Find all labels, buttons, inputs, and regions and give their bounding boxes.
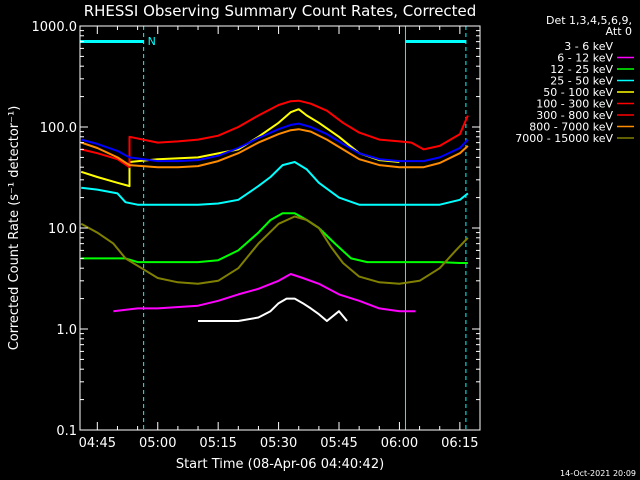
series-line-7 xyxy=(80,128,469,169)
legend-label: 25 - 50 keV xyxy=(550,75,613,88)
series-line-4 xyxy=(80,108,400,188)
chart-title: RHESSI Observing Summary Count Rates, Co… xyxy=(84,2,477,20)
series-line-5 xyxy=(80,99,469,169)
y-tick-label: 1.0 xyxy=(56,323,77,338)
y-axis: 0.1 1.0 10.0 100.0 1000.0 xyxy=(32,20,480,439)
legend-label: 7000 - 15000 keV xyxy=(515,132,613,145)
legend-label: 50 - 100 keV xyxy=(543,86,613,99)
x-tick-label: 05:00 xyxy=(139,436,176,451)
y-axis-title: Corrected Count Rate (s⁻¹ detector⁻¹) xyxy=(7,106,22,351)
y-tick-label: 1000.0 xyxy=(32,20,78,35)
series-line-3 xyxy=(81,161,469,206)
footer-stamp: 14-Oct-2021 20:09 xyxy=(560,469,636,478)
x-tick-label: 05:45 xyxy=(320,436,357,451)
legend-label: 300 - 800 keV xyxy=(536,109,613,122)
series-layer xyxy=(80,99,469,322)
legend-label: 6 - 12 keV xyxy=(557,52,613,65)
plot-area: N xyxy=(79,26,469,430)
x-tick-label: 04:45 xyxy=(79,436,116,451)
series-line-0 xyxy=(198,297,348,322)
x-axis-title: Start Time (08-Apr-06 04:40:42) xyxy=(176,457,384,472)
legend-header-line: Det 1,3,4,5,6,9, xyxy=(546,14,632,27)
series-line-2 xyxy=(81,212,468,264)
legend-label: 12 - 25 keV xyxy=(550,63,613,76)
y-tick-label: 100.0 xyxy=(40,121,77,136)
x-tick-label: 06:00 xyxy=(381,436,418,451)
legend-header-line: Att 0 xyxy=(606,25,632,38)
series-line-1 xyxy=(113,273,416,313)
night-bar xyxy=(405,40,466,43)
night-bar-label: N xyxy=(148,35,156,48)
legend-label: 100 - 300 keV xyxy=(536,98,613,111)
x-tick-label: 05:15 xyxy=(199,436,236,451)
x-tick-label: 05:30 xyxy=(260,436,297,451)
y-tick-label: 0.1 xyxy=(56,424,77,439)
night-bar xyxy=(80,40,144,43)
x-axis: 04:45 05:00 05:15 05:30 05:45 06:00 06:15 xyxy=(79,26,481,451)
x-tick-label: 06:15 xyxy=(441,436,478,451)
legend-label: 800 - 7000 keV xyxy=(529,121,613,134)
series-line-8 xyxy=(80,215,469,285)
series-line-6 xyxy=(80,122,469,163)
y-tick-label: 10.0 xyxy=(48,222,77,237)
legend-label: 3 - 6 keV xyxy=(564,40,613,53)
